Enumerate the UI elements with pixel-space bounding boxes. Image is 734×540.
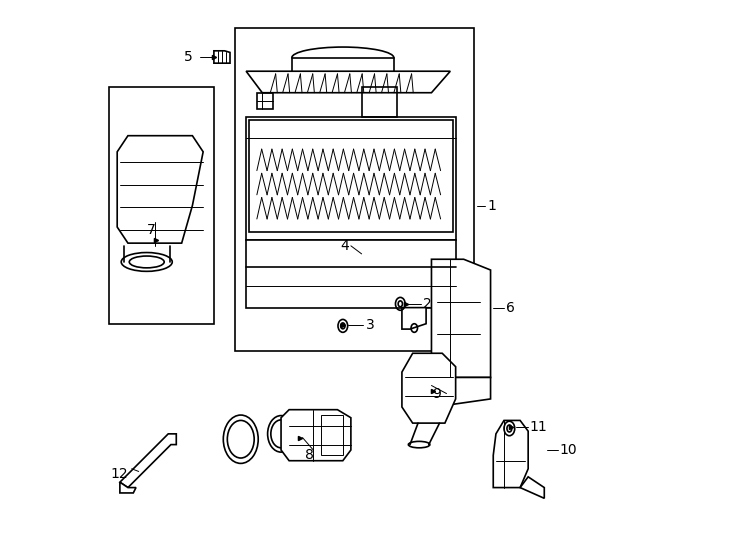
Polygon shape [117,136,203,243]
Polygon shape [120,482,136,493]
Polygon shape [249,119,453,232]
Polygon shape [246,240,456,308]
Polygon shape [281,410,351,461]
Text: 2: 2 [424,297,432,311]
Text: 10: 10 [559,443,577,457]
Text: 5: 5 [184,50,193,64]
Text: 9: 9 [432,387,441,401]
Polygon shape [246,71,450,93]
Bar [236,28,474,350]
Polygon shape [520,477,545,498]
Polygon shape [214,51,230,63]
Text: 8: 8 [305,448,314,462]
Polygon shape [402,353,456,423]
Text: 3: 3 [366,319,374,332]
Bar [109,87,214,323]
Text: 4: 4 [340,239,349,253]
Text: 11: 11 [530,421,548,434]
Text: 7: 7 [147,222,156,237]
Bar [362,87,396,117]
Text: 12: 12 [110,467,128,481]
Text: 6: 6 [506,301,515,315]
Text: 1: 1 [488,199,497,213]
Polygon shape [432,377,490,404]
Polygon shape [120,434,176,488]
Polygon shape [493,421,528,488]
Polygon shape [432,259,490,377]
Polygon shape [402,308,426,329]
